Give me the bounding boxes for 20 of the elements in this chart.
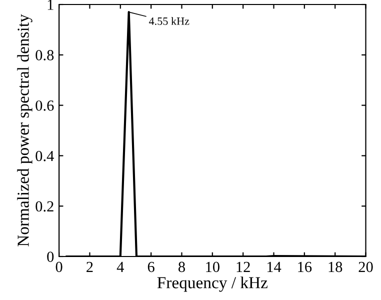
x-tick-label: 6 — [148, 262, 154, 272]
x-tick-label: 8 — [178, 262, 185, 272]
y-tick-label: 1 — [48, 0, 54, 10]
x-tick-label: 12 — [236, 262, 250, 272]
x-tick-label: 4 — [116, 262, 124, 272]
x-tick-label: 16 — [298, 262, 312, 272]
x-tick-label: 20 — [358, 262, 373, 272]
y-tick-label: 0.6 — [36, 100, 54, 111]
x-tick-label: 14 — [267, 262, 282, 272]
x-tick-label: 2 — [86, 262, 93, 272]
annotation: 4.55 kHz — [148, 17, 190, 25]
y-axis-title: Normalized power spectral density — [17, 14, 32, 246]
x-tick-label: 10 — [206, 262, 220, 272]
y-tick-label: 0.4 — [36, 150, 54, 162]
y-tick-label: 0.2 — [36, 201, 54, 212]
y-tick-label: 0 — [47, 252, 54, 262]
x-axis-title: Frequency / kHz — [157, 276, 268, 292]
x-tick-label: 18 — [328, 262, 342, 272]
x-tick-label: 0 — [56, 262, 62, 272]
y-tick-label: 0.8 — [36, 50, 54, 60]
